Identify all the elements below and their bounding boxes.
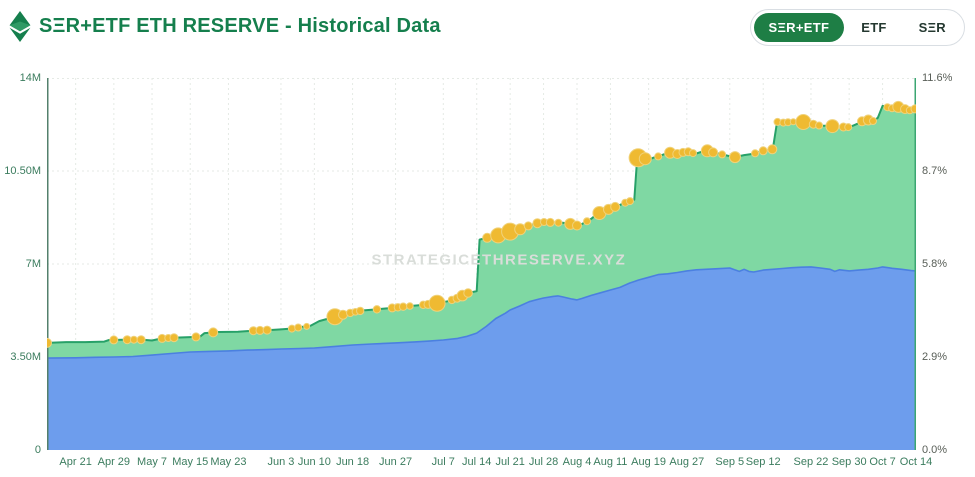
y-tick-label-right: 0.0% bbox=[922, 443, 948, 456]
x-tick-label: Oct 7 bbox=[869, 456, 896, 468]
x-tick-label: May 23 bbox=[210, 456, 247, 468]
purchase-dot bbox=[729, 151, 741, 164]
y-tick-label-right: 11.6% bbox=[922, 71, 953, 84]
x-tick-label: Jun 10 bbox=[297, 456, 331, 468]
toggle-option-2[interactable]: SΞR bbox=[904, 13, 961, 42]
y-tick-label-left: 3.50M bbox=[10, 350, 41, 363]
purchase-dot bbox=[910, 104, 916, 114]
x-tick-label: Jul 14 bbox=[462, 456, 492, 468]
purchase-dot bbox=[583, 217, 591, 226]
x-tick-label: Aug 4 bbox=[562, 456, 592, 468]
purchase-dot bbox=[136, 335, 146, 345]
purchase-dot bbox=[47, 337, 52, 348]
x-tick-label: May 15 bbox=[172, 456, 209, 468]
x-tick-label: Aug 27 bbox=[669, 456, 705, 468]
purchase-dot bbox=[545, 217, 555, 227]
area-etf bbox=[47, 266, 916, 450]
purchase-dot bbox=[356, 306, 365, 316]
x-tick-label: Oct 14 bbox=[899, 456, 933, 468]
header: SΞR+ETF ETH RESERVE - Historical Data SΞ… bbox=[0, 0, 975, 56]
purchase-dot bbox=[208, 327, 219, 338]
purchase-dot bbox=[338, 309, 348, 320]
y-tick-label-left: 7M bbox=[25, 257, 41, 270]
ethereum-logo-icon bbox=[9, 11, 31, 42]
watermark: STRATEGICETHRESERVE.XYZ bbox=[371, 251, 627, 269]
purchase-dot bbox=[523, 221, 533, 231]
purchase-dot bbox=[751, 149, 760, 158]
x-tick-label: Aug 19 bbox=[631, 456, 667, 468]
purchase-dot bbox=[869, 117, 877, 125]
purchase-dot bbox=[262, 325, 272, 335]
purchase-dot bbox=[610, 201, 621, 212]
y-tick-label-left: 10.50M bbox=[4, 164, 41, 177]
y-tick-label-right: 5.8% bbox=[922, 257, 948, 270]
purchase-dot bbox=[294, 323, 303, 332]
purchase-dot bbox=[708, 147, 719, 158]
x-tick-label: Apr 21 bbox=[59, 456, 92, 468]
purchase-dot bbox=[815, 121, 824, 130]
view-toggle-group: SΞR+ETF ETF SΞR bbox=[749, 9, 965, 46]
y-tick-label-right: 8.7% bbox=[922, 164, 948, 177]
toggle-option-1[interactable]: ETF bbox=[846, 13, 901, 42]
x-tick-label: Sep 12 bbox=[745, 456, 781, 468]
area-ser bbox=[47, 105, 916, 359]
chart-area: STRATEGICETHRESERVE.XYZ bbox=[47, 78, 916, 450]
page-title: SΞR+ETF ETH RESERVE - Historical Data bbox=[39, 15, 441, 37]
y-tick-label-right: 2.9% bbox=[922, 350, 948, 363]
line-etf bbox=[47, 266, 916, 359]
x-tick-label: Aug 11 bbox=[593, 456, 628, 468]
toggle-option-0[interactable]: SΞR+ETF bbox=[753, 13, 845, 42]
x-tick-label: Jun 18 bbox=[336, 456, 370, 468]
purchase-dot bbox=[572, 220, 582, 231]
x-tick-label: Sep 30 bbox=[831, 456, 867, 468]
purchase-dot bbox=[689, 149, 697, 158]
x-tick-label: May 7 bbox=[137, 456, 168, 468]
x-tick-label: Apr 29 bbox=[97, 456, 131, 468]
purchase-dot bbox=[844, 123, 853, 132]
purchase-dot bbox=[109, 335, 119, 345]
x-tick-label: Jul 21 bbox=[495, 456, 525, 468]
x-tick-label: Sep 22 bbox=[793, 456, 829, 468]
purchase-dot bbox=[654, 152, 663, 161]
purchase-dot bbox=[554, 218, 563, 227]
purchase-dot bbox=[191, 332, 201, 342]
purchase-dot bbox=[129, 335, 138, 344]
chart-canvas bbox=[47, 78, 916, 450]
x-tick-label: Sep 5 bbox=[715, 456, 745, 468]
x-tick-label: Jun 27 bbox=[379, 456, 413, 468]
y-tick-label-left: 14M bbox=[19, 71, 41, 84]
purchase-dot bbox=[795, 114, 812, 130]
purchase-dot bbox=[825, 119, 840, 134]
x-tick-label: Jul 7 bbox=[431, 456, 455, 468]
x-tick-label: Jul 28 bbox=[528, 456, 559, 468]
x-tick-label: Jun 3 bbox=[267, 456, 295, 468]
purchase-dot bbox=[287, 324, 296, 333]
purchase-dot bbox=[758, 146, 768, 156]
purchase-dot bbox=[428, 294, 446, 312]
purchase-dot bbox=[638, 152, 652, 166]
purchase-dot bbox=[463, 288, 473, 298]
purchase-dot bbox=[169, 333, 179, 343]
purchase-dot bbox=[718, 150, 727, 159]
purchase-dot bbox=[767, 144, 778, 155]
purchase-dot bbox=[372, 305, 382, 314]
purchase-dot bbox=[406, 302, 414, 310]
purchase-dot bbox=[399, 302, 408, 311]
purchase-dot bbox=[626, 197, 634, 206]
y-tick-label-left: 0 bbox=[34, 443, 41, 456]
purchase-dot bbox=[303, 322, 311, 330]
